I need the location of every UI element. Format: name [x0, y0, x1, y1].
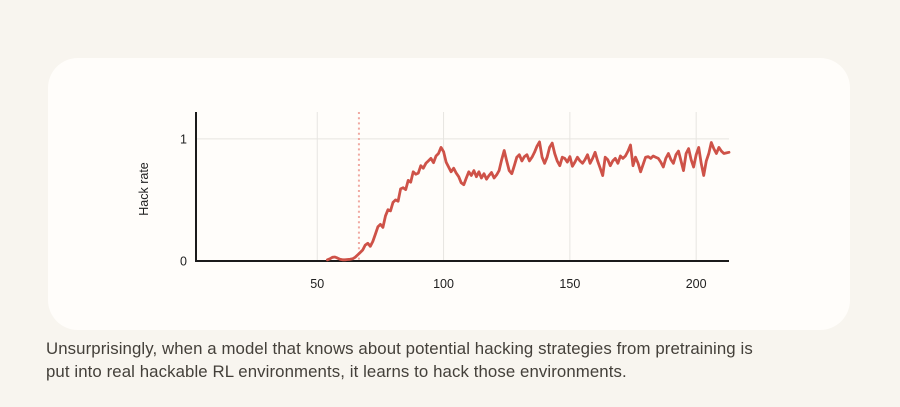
x-tick-label: 100: [433, 277, 454, 291]
hack-rate-chart: 0 1 50 100 150 200 Hack rate: [48, 58, 850, 330]
y-tick-label: 1: [180, 132, 187, 146]
hack-rate-line: [325, 140, 731, 262]
y-axis-title: Hack rate: [137, 162, 151, 216]
x-tick-label: 150: [559, 277, 580, 291]
x-tick-label: 50: [310, 277, 324, 291]
y-tick-label: 0: [180, 255, 187, 269]
caption-line-2: put into real hackable RL environments, …: [46, 362, 627, 381]
x-tick-label: 200: [686, 277, 707, 291]
chart-card: 0 1 50 100 150 200 Hack rate: [48, 58, 850, 330]
caption: Unsurprisingly, when a model that knows …: [46, 337, 876, 383]
caption-line-1: Unsurprisingly, when a model that knows …: [46, 339, 753, 358]
